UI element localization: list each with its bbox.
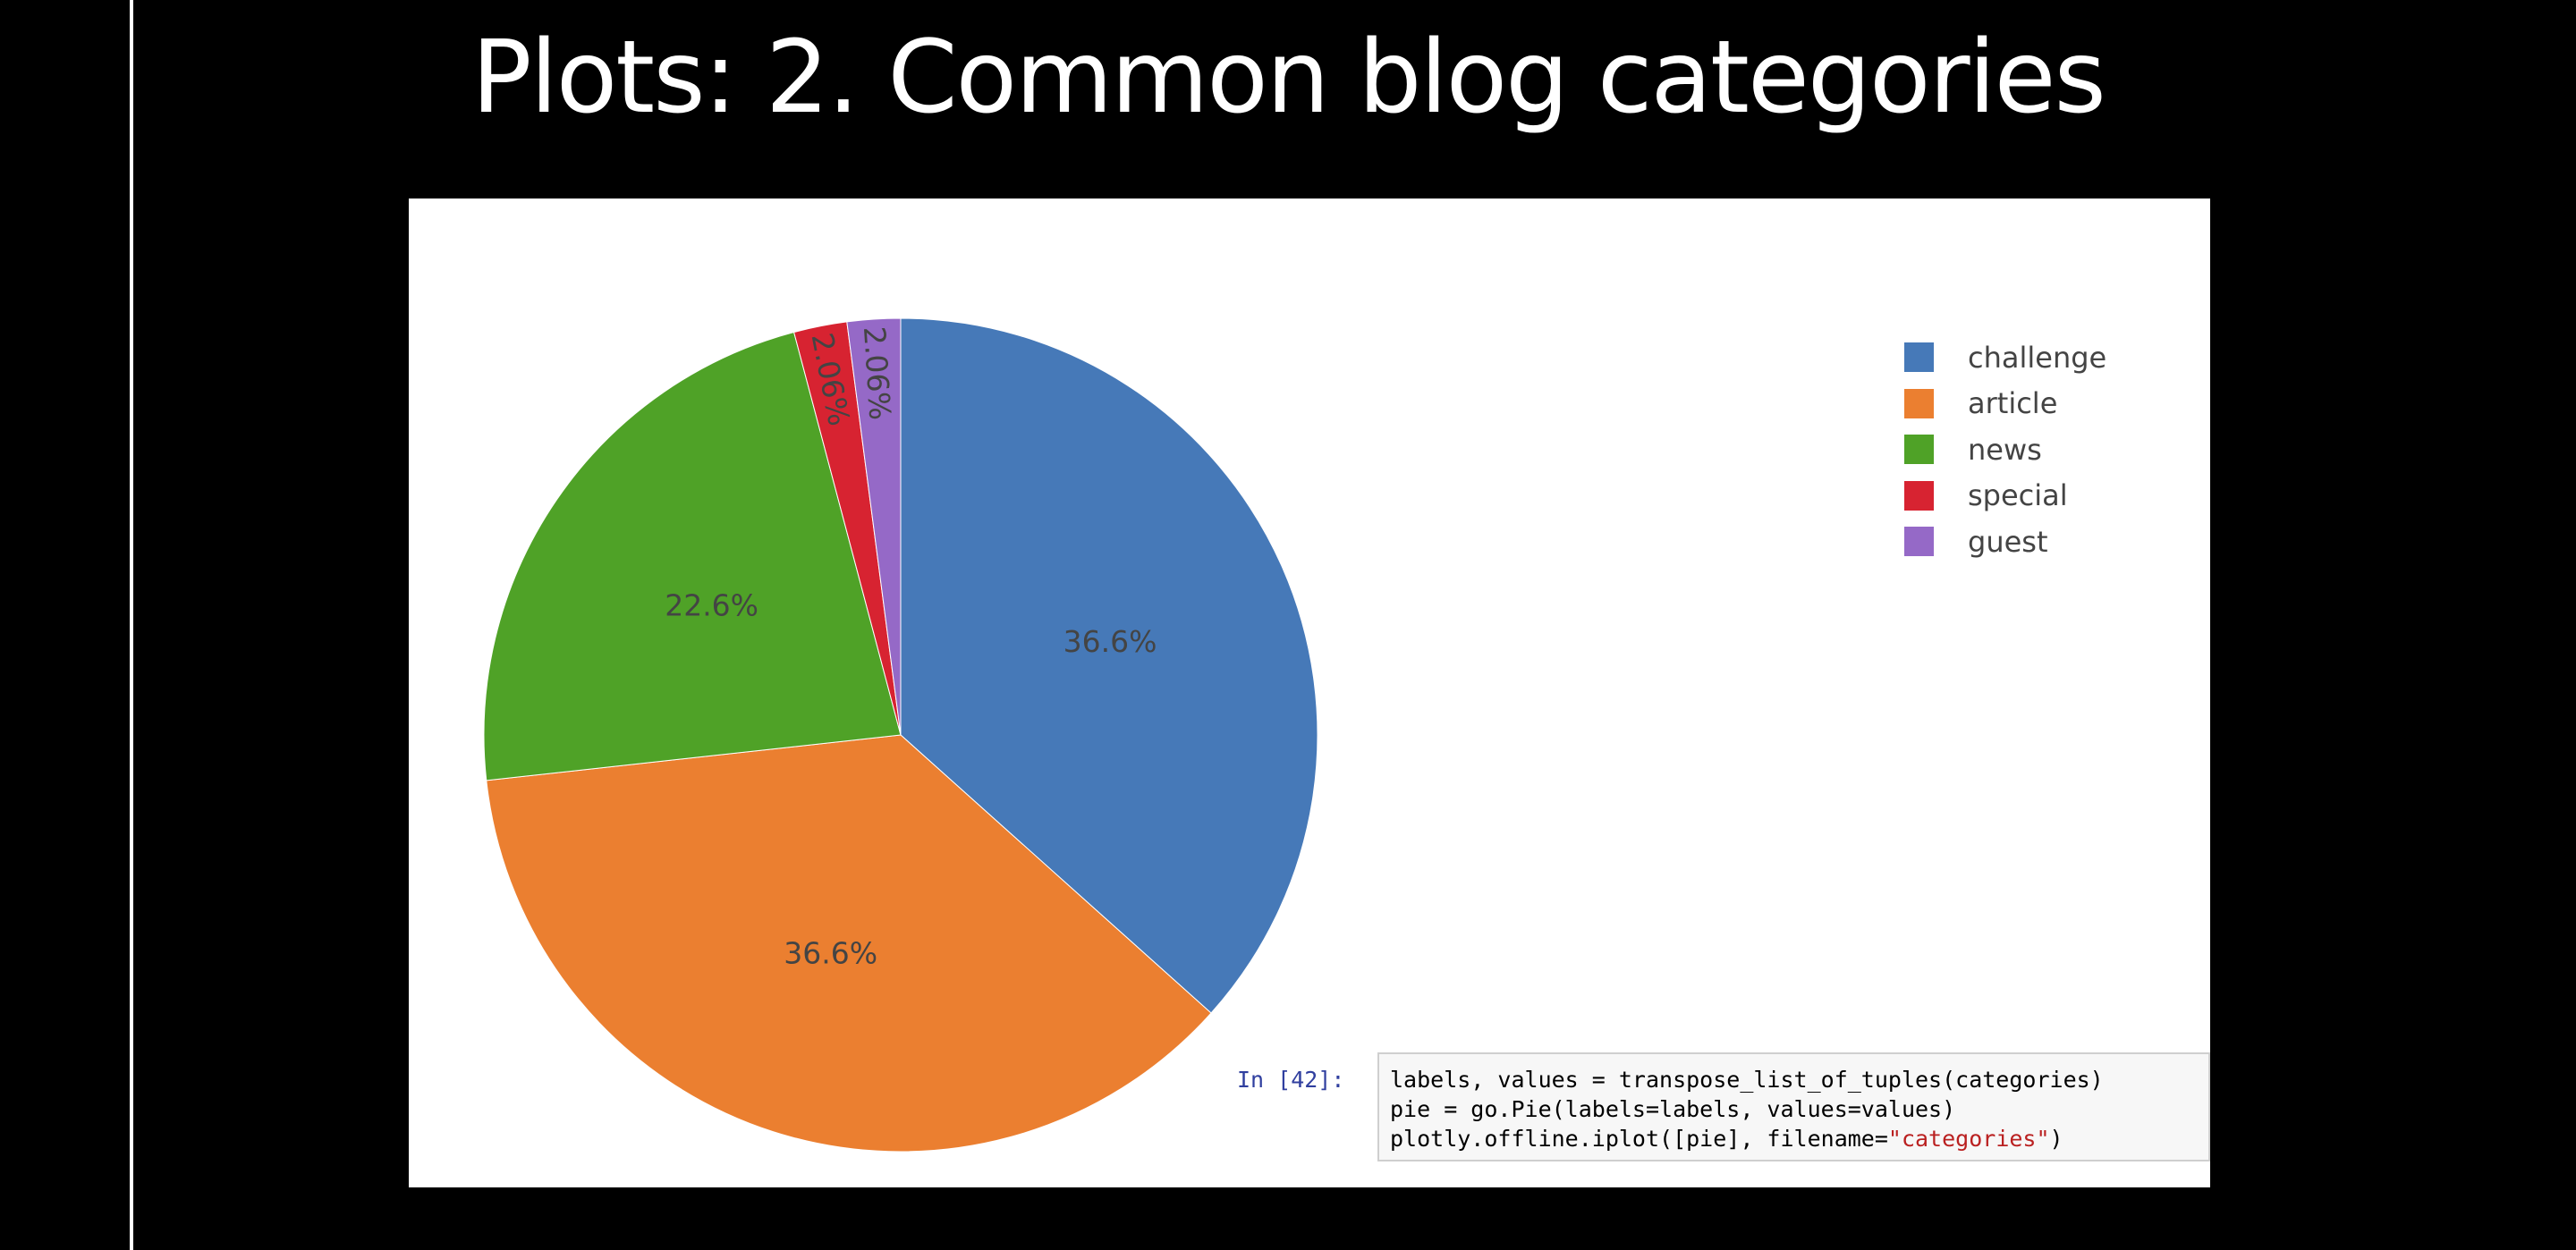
legend-item-article[interactable]: article: [1904, 381, 2106, 427]
pie-slices: [483, 317, 1318, 1153]
pie-slice-article[interactable]: [486, 734, 1212, 1153]
legend-swatch-article: [1904, 388, 1934, 418]
legend: challenge article news special guest: [1904, 334, 2106, 565]
left-divider: [130, 0, 133, 1250]
legend-swatch-special: [1904, 480, 1934, 511]
pie-slice-news[interactable]: [483, 331, 902, 781]
pie-label-article: 36.6%: [784, 936, 877, 971]
pie-label-guest: 2.06%: [857, 325, 898, 421]
legend-item-guest[interactable]: guest: [1904, 519, 2106, 565]
legend-swatch-guest: [1904, 527, 1934, 557]
code-editor[interactable]: labels, values = transpose_list_of_tuple…: [1377, 1052, 2210, 1161]
legend-label-challenge: challenge: [1968, 340, 2107, 375]
legend-label-guest: guest: [1968, 524, 2048, 559]
cell-input-prompt: In [42]:: [1237, 1067, 1345, 1093]
plot-panel: 36.6% 36.6% 22.6% 2.06% 2.06% challenge arti…: [409, 198, 2210, 1187]
pie-label-news: 22.6%: [665, 588, 758, 623]
pie-label-challenge: 36.6%: [1063, 624, 1157, 659]
legend-item-challenge[interactable]: challenge: [1904, 334, 2106, 381]
legend-item-news[interactable]: news: [1904, 427, 2106, 473]
code-line-3-string: "categories": [1887, 1126, 2050, 1152]
legend-swatch-challenge: [1904, 342, 1934, 373]
legend-label-special: special: [1968, 478, 2068, 513]
code-line-3-suffix: ): [2049, 1126, 2063, 1152]
code-line-3-prefix: plotly.offline.iplot([pie], filename=: [1390, 1126, 1888, 1152]
notebook-code-cell[interactable]: In [42]: labels, values = transpose_list…: [1237, 1052, 2210, 1163]
code-line-3: plotly.offline.iplot([pie], filename="ca…: [1390, 1124, 2208, 1153]
legend-item-special[interactable]: special: [1904, 473, 2106, 519]
slide-title: Plots: 2. Common blog categories: [471, 20, 2106, 136]
legend-label-article: article: [1968, 386, 2058, 421]
pie-slice-challenge[interactable]: [900, 317, 1318, 1014]
pie-slice-guest[interactable]: [846, 317, 902, 736]
legend-swatch-news: [1904, 435, 1934, 465]
code-line-2: pie = go.Pie(labels=labels, values=value…: [1390, 1096, 1956, 1122]
legend-label-news: news: [1968, 432, 2042, 467]
code-line-1: labels, values = transpose_list_of_tuple…: [1390, 1067, 2104, 1093]
pie-slice-labels: 36.6%36.6%22.6%2.06% 2.06%: [665, 325, 1157, 971]
pie-chart: 36.6%36.6%22.6%2.06% 2.06%: [483, 317, 1318, 1153]
